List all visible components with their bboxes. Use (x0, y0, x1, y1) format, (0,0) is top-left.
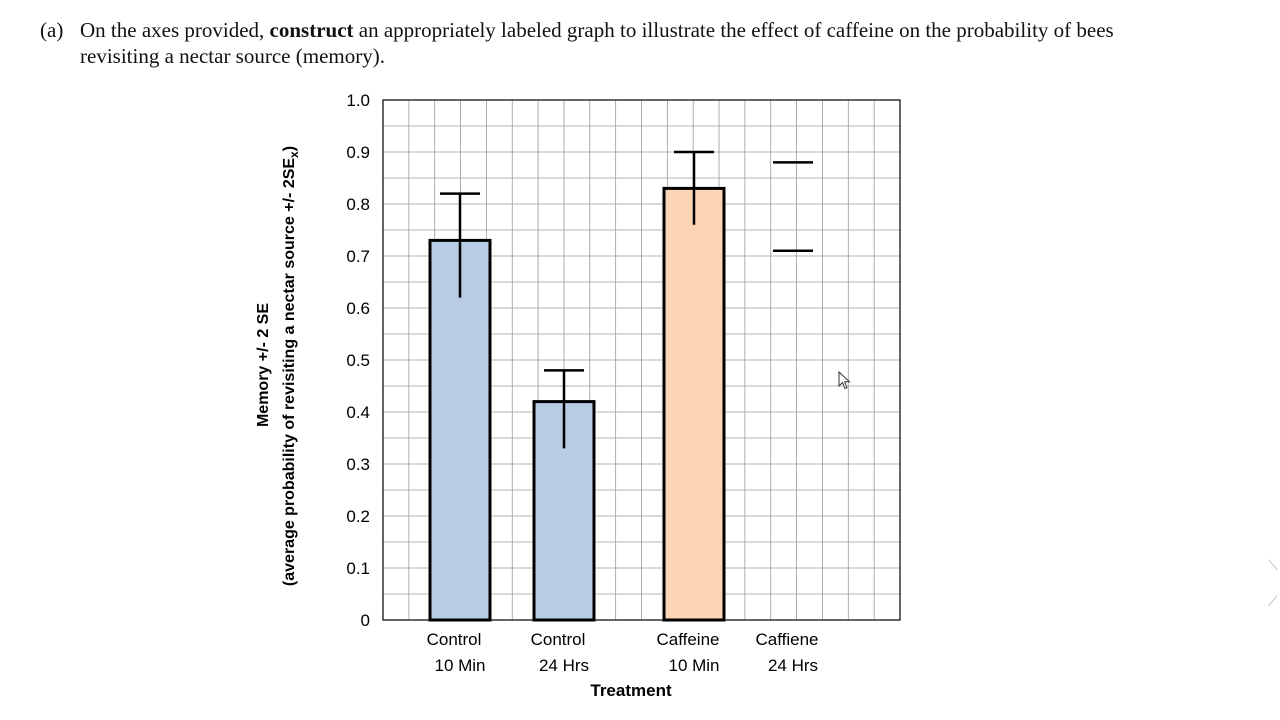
bar (662, 186, 726, 622)
y-tick-label: 0.4 (346, 403, 370, 422)
y-tick-label: 0.5 (346, 351, 370, 370)
y-axis-title-line1: Memory +/- 2 SE (255, 303, 272, 427)
question-bold-word: construct (269, 18, 354, 42)
x-category-label-line1: Caffiene (755, 630, 818, 649)
x-category-label-line2: 10 Min (434, 656, 485, 675)
y-axis-title-line2-close: ) (281, 146, 298, 151)
question-text: On the axes provided, construct an appro… (80, 17, 1120, 69)
question-text-suffix: an appropriately labeled graph to illust… (80, 18, 1114, 68)
question-number: (a) (40, 18, 64, 42)
plot-area-frame (382, 99, 901, 621)
edge-arrow-icon-2: ⟋ (1268, 594, 1278, 610)
y-axis-title-line2-sub: x (287, 151, 301, 158)
x-category-label-line1: Control (427, 630, 482, 649)
x-category-label-line1: Caffeine (656, 630, 719, 649)
question-text-prefix: On the axes provided, (80, 18, 270, 42)
edge-icons: ⟍ ⟋ (1268, 548, 1278, 620)
y-tick-label: 0.1 (346, 559, 370, 578)
x-category-labels: Control 10 Min Control 24 Hrs Caffeine 10 Min… (427, 630, 819, 675)
y-tick-label: 0.8 (346, 195, 370, 214)
x-category-label-line2: 24 Hrs (768, 656, 818, 675)
y-tick-label: 1.0 (346, 91, 370, 110)
chart-bars (428, 186, 726, 622)
y-axis-title-line2-main: (average probability of revisiting a nec… (281, 158, 298, 586)
edge-arrow-icon-1: ⟍ (1268, 558, 1278, 574)
x-category-label-line2: 24 Hrs (539, 656, 589, 675)
y-tick-label: 0 (361, 611, 370, 630)
x-axis-title: Treatment (590, 681, 672, 700)
x-category-label-line2: 10 Min (668, 656, 719, 675)
y-tick-label: 0.7 (346, 247, 370, 266)
y-tick-label: 0.2 (346, 507, 370, 526)
y-tick-labels: 0 0.1 0.2 0.3 0.4 0.5 0.6 0.7 0.8 0.9 1.0 (346, 91, 370, 630)
chart-error-bars (440, 150, 813, 449)
y-tick-label: 0.6 (346, 299, 370, 318)
y-tick-label: 0.9 (346, 143, 370, 162)
y-tick-label: 0.3 (346, 455, 370, 474)
bar (428, 238, 492, 622)
mouse-pointer-icon (838, 371, 851, 390)
x-category-label-line1: Control (531, 630, 586, 649)
y-axis-title-line2: (average probability of revisiting a nec… (281, 146, 301, 586)
